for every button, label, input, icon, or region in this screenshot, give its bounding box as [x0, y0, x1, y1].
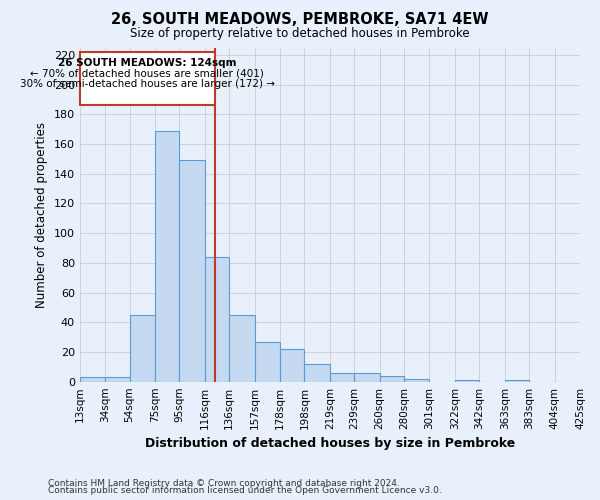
Text: 26, SOUTH MEADOWS, PEMBROKE, SA71 4EW: 26, SOUTH MEADOWS, PEMBROKE, SA71 4EW [111, 12, 489, 28]
Bar [354, 373, 380, 382]
Bar [106, 377, 130, 382]
Bar [254, 342, 280, 382]
Y-axis label: Number of detached properties: Number of detached properties [35, 122, 48, 308]
Bar [455, 380, 479, 382]
FancyBboxPatch shape [80, 52, 215, 106]
Text: 30% of semi-detached houses are larger (172) →: 30% of semi-detached houses are larger (… [20, 78, 275, 88]
Text: Contains HM Land Registry data © Crown copyright and database right 2024.: Contains HM Land Registry data © Crown c… [48, 478, 400, 488]
Text: Size of property relative to detached houses in Pembroke: Size of property relative to detached ho… [130, 28, 470, 40]
Bar [380, 376, 404, 382]
Bar [179, 160, 205, 382]
Text: 26 SOUTH MEADOWS: 124sqm: 26 SOUTH MEADOWS: 124sqm [58, 58, 236, 68]
Bar [130, 315, 155, 382]
Bar [155, 130, 179, 382]
Bar [505, 380, 529, 382]
X-axis label: Distribution of detached houses by size in Pembroke: Distribution of detached houses by size … [145, 437, 515, 450]
Text: ← 70% of detached houses are smaller (401): ← 70% of detached houses are smaller (40… [30, 68, 264, 78]
Bar [304, 364, 330, 382]
Bar [205, 257, 229, 382]
Text: Contains public sector information licensed under the Open Government Licence v3: Contains public sector information licen… [48, 486, 442, 495]
Bar [280, 349, 304, 382]
Bar [80, 377, 106, 382]
Bar [229, 315, 254, 382]
Bar [404, 378, 430, 382]
Bar [330, 373, 354, 382]
